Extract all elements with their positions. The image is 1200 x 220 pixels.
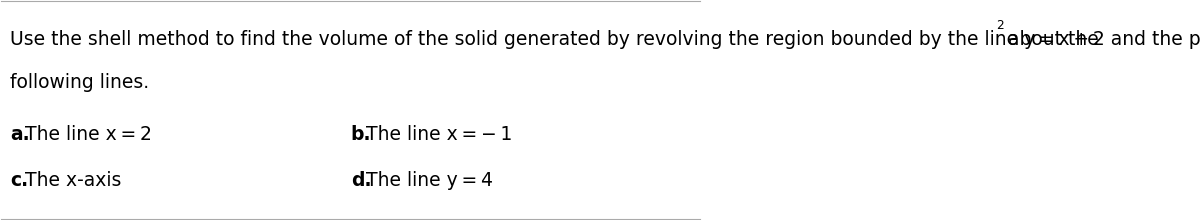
Text: The line x = − 1: The line x = − 1 xyxy=(366,125,512,144)
Text: The line y = 4: The line y = 4 xyxy=(366,171,493,190)
Text: The line x = 2: The line x = 2 xyxy=(25,125,152,144)
Text: a.: a. xyxy=(10,125,29,144)
Text: following lines.: following lines. xyxy=(10,73,149,92)
Text: c.: c. xyxy=(10,171,28,190)
Text: about the: about the xyxy=(1002,30,1099,49)
Text: The x-axis: The x-axis xyxy=(25,171,121,190)
Text: 2: 2 xyxy=(996,19,1004,32)
Text: d.: d. xyxy=(350,171,371,190)
Text: b.: b. xyxy=(350,125,371,144)
Text: Use the shell method to find the volume of the solid generated by revolving the : Use the shell method to find the volume … xyxy=(10,30,1200,49)
